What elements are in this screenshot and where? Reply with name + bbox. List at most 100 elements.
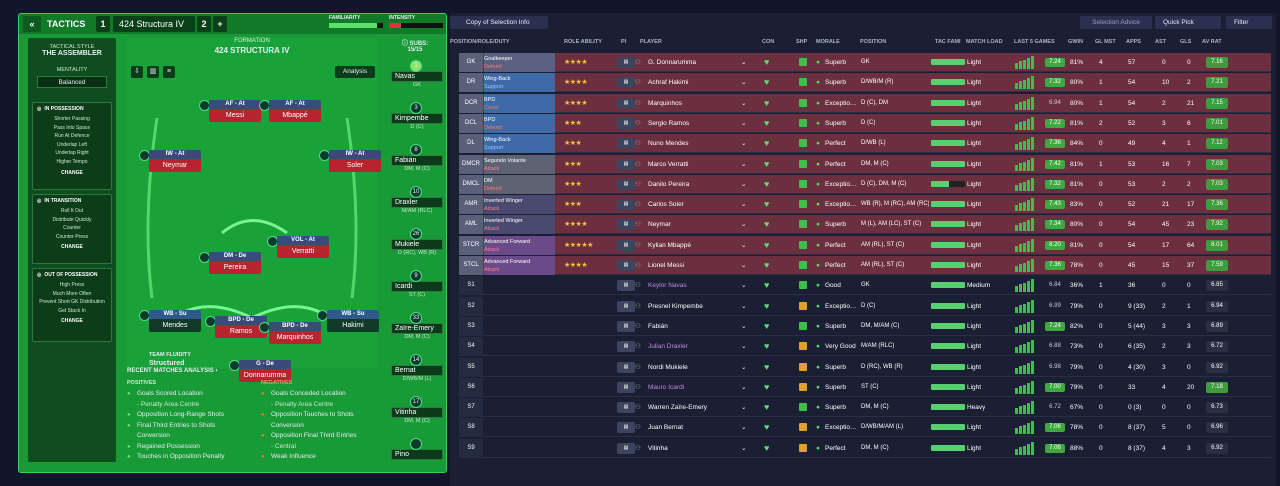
- table-row[interactable]: STCL Advanced Forward Attack ★★★★ ▤ ⚇ Lionel M…: [459, 256, 1271, 275]
- row-role[interactable]: Wing-Back Support: [484, 134, 555, 154]
- player-name[interactable]: Nordi Mukiele: [648, 363, 688, 371]
- sub-slot[interactable]: 14 Bernat D/WB/M (L): [391, 354, 443, 382]
- row-role[interactable]: Inverted Winger Attack: [484, 215, 555, 235]
- table-row[interactable]: S7 ▤ ⚇ Warren Zaïre-Emery ⌄ ♥ ● Superb DM, M (C)…: [459, 398, 1271, 418]
- column-header[interactable]: PLAYER: [640, 39, 662, 45]
- mentality-select[interactable]: Balanced: [37, 76, 107, 88]
- player-dropdown-icon[interactable]: ⌄: [741, 404, 747, 412]
- player-name[interactable]: Keylor Navas: [648, 282, 687, 290]
- table-row[interactable]: AMR Inverted Winger Attack ★★★ ▤ ⚇ Carlos Sole…: [459, 195, 1271, 215]
- column-header[interactable]: AV RAT: [1202, 39, 1222, 45]
- player-name[interactable]: Fabián: [648, 322, 668, 330]
- player-dropdown-icon[interactable]: ⌄: [741, 241, 747, 249]
- player-dropdown-icon[interactable]: ⌄: [741, 79, 747, 87]
- pi-icon[interactable]: ▤: [617, 422, 635, 434]
- pi-icon[interactable]: ▤: [617, 199, 635, 211]
- player-name[interactable]: Julian Draxler: [648, 343, 688, 351]
- change-transition-button[interactable]: CHANGE: [61, 244, 83, 251]
- row-role[interactable]: BPD Defend: [484, 113, 555, 133]
- column-header[interactable]: POSITION/ROLE/DUTY: [450, 39, 510, 45]
- player-dropdown-icon[interactable]: ⌄: [741, 160, 747, 168]
- pi-icon[interactable]: ▤: [617, 219, 635, 231]
- player-name[interactable]: Neymar: [648, 221, 671, 229]
- player-dropdown-icon[interactable]: ⌄: [741, 383, 747, 391]
- column-header[interactable]: LAST 5 GAMES: [1014, 39, 1055, 45]
- player-dropdown-icon[interactable]: ⌄: [741, 343, 747, 351]
- tactic-slot-1[interactable]: 1: [96, 16, 110, 32]
- pi-icon[interactable]: ▤: [617, 138, 635, 150]
- column-header[interactable]: PI: [621, 39, 627, 45]
- sub-slot[interactable]: 3 Kimpembe D (C): [391, 102, 443, 130]
- recent-analysis-link[interactable]: RECENT MATCHES ANALYSIS ›: [127, 368, 218, 374]
- sub-slot[interactable]: 9 Icardi ST (C): [391, 270, 443, 298]
- player-dropdown-icon[interactable]: ⌄: [741, 59, 747, 66]
- tactic-slot-2[interactable]: 2: [197, 16, 211, 32]
- copy-selection-button[interactable]: Copy of Selection Info: [450, 16, 548, 29]
- pi-icon[interactable]: ▤: [617, 341, 635, 353]
- row-role[interactable]: BPD Cover: [484, 93, 555, 113]
- column-header[interactable]: APPS: [1126, 39, 1141, 45]
- player-name[interactable]: Marco Verratti: [648, 160, 689, 168]
- player-name[interactable]: Nuno Mendes: [648, 140, 689, 148]
- filter-button[interactable]: Filter: [1226, 16, 1272, 29]
- column-header[interactable]: TAC FAMI: [935, 39, 961, 45]
- column-header[interactable]: POSITION: [860, 39, 887, 45]
- column-header[interactable]: MORALE: [816, 39, 840, 45]
- pitch-player[interactable]: BPD - De Ramos: [215, 316, 267, 338]
- player-dropdown-icon[interactable]: ⌄: [741, 363, 747, 371]
- list-icon[interactable]: ≡: [163, 66, 175, 78]
- table-row[interactable]: S3 ▤ ⚇ Fabián ⌄ ♥ ● Superb DM, M/AM (C) Light 7.24…: [459, 316, 1271, 336]
- player-name[interactable]: Warren Zaïre-Emery: [648, 404, 707, 412]
- table-row[interactable]: DR Wing-Back Support ★★★★ ▤ ⚇ Achraf Hakimi ⌄ ♥ ●…: [459, 73, 1271, 93]
- sub-slot[interactable]: 1 Navas GK: [391, 60, 443, 88]
- sub-slot[interactable]: 10 Draxler M/AM (RLC): [391, 186, 443, 214]
- pitch-player[interactable]: AF - At Messi: [209, 100, 261, 122]
- sub-slot[interactable]: 26 Mukiele D (RC), WB (R): [391, 228, 443, 256]
- column-header[interactable]: GWIN: [1068, 39, 1083, 45]
- player-name[interactable]: Juan Bernat: [648, 424, 684, 432]
- column-header[interactable]: ROLE ABILITY: [564, 39, 602, 45]
- table-row[interactable]: S4 ▤ ⚇ Julian Draxler ⌄ ♥ ● Very Good M/AM (RLC)…: [459, 337, 1271, 357]
- player-dropdown-icon[interactable]: ⌄: [741, 221, 747, 229]
- pitch-player[interactable]: IW - At Soler: [329, 150, 381, 172]
- analysis-button[interactable]: Analysis: [335, 66, 375, 78]
- pitch-player[interactable]: DM - De Pereira: [209, 252, 261, 274]
- player-name[interactable]: Kylian Mbappé: [648, 241, 691, 249]
- chart-icon[interactable]: ▥: [147, 66, 159, 78]
- pi-icon[interactable]: ▤: [617, 117, 635, 129]
- player-name[interactable]: Vitinha: [648, 444, 668, 452]
- player-dropdown-icon[interactable]: ⌄: [741, 99, 747, 107]
- change-out-possession-button[interactable]: CHANGE: [61, 318, 83, 325]
- player-name[interactable]: Lionel Messi: [648, 262, 685, 269]
- column-header[interactable]: GLS: [1180, 39, 1192, 45]
- player-dropdown-icon[interactable]: ⌄: [741, 322, 747, 330]
- sub-slot[interactable]: Pino: [391, 438, 443, 460]
- player-name[interactable]: Presnel Kimpembe: [648, 302, 703, 310]
- table-row[interactable]: DCL BPD Defend ★★★ ▤ ⚇ Sergio Ramos ⌄ ♥ ● Superb D …: [459, 113, 1271, 133]
- pitch-player[interactable]: WB - Su Mendes: [149, 310, 201, 332]
- player-name[interactable]: Mauro Icardi: [648, 383, 685, 391]
- pi-icon[interactable]: ▤: [617, 97, 635, 109]
- pi-icon[interactable]: ▤: [617, 361, 635, 373]
- player-dropdown-icon[interactable]: ⌄: [741, 262, 747, 269]
- row-role[interactable]: Inverted Winger Attack: [484, 195, 555, 215]
- table-row[interactable]: S5 ▤ ⚇ Nordi Mukiele ⌄ ♥ ● Superb D (RC), WB (R)…: [459, 357, 1271, 377]
- quick-pick-button[interactable]: Quick Pick: [1155, 16, 1221, 29]
- player-name[interactable]: Carlos Soler: [648, 201, 684, 209]
- selection-advice-button[interactable]: Selection Advice: [1080, 16, 1152, 29]
- player-name[interactable]: Danilo Pereira: [648, 180, 690, 188]
- table-row[interactable]: S1 ▤ ⚇ Keylor Navas ⌄ ♥ ● Good GK Medium 6.84 36% 1 3…: [459, 276, 1271, 296]
- player-dropdown-icon[interactable]: ⌄: [741, 119, 747, 127]
- pi-icon[interactable]: ▤: [617, 260, 635, 271]
- back-button[interactable]: «: [23, 16, 41, 32]
- change-possession-button[interactable]: CHANGE: [61, 169, 83, 176]
- pitch-player[interactable]: IW - At Neymar: [149, 150, 201, 172]
- pi-icon[interactable]: ▤: [617, 280, 635, 292]
- pitch-player[interactable]: BPD - De Marquinhos: [269, 322, 321, 344]
- sub-slot[interactable]: 17 Vitinha DM, M (C): [391, 396, 443, 424]
- table-row[interactable]: S9 ▤ ⚇ Vitinha ⌄ ♥ ● Perfect DM, M (C) Light 7.06 8…: [459, 438, 1271, 458]
- player-name[interactable]: Sergio Ramos: [648, 119, 690, 127]
- player-name[interactable]: Marquinhos: [648, 99, 682, 107]
- pitch-player[interactable]: G - De Donnarumma: [239, 360, 291, 382]
- row-role[interactable]: DM Defend: [484, 174, 555, 194]
